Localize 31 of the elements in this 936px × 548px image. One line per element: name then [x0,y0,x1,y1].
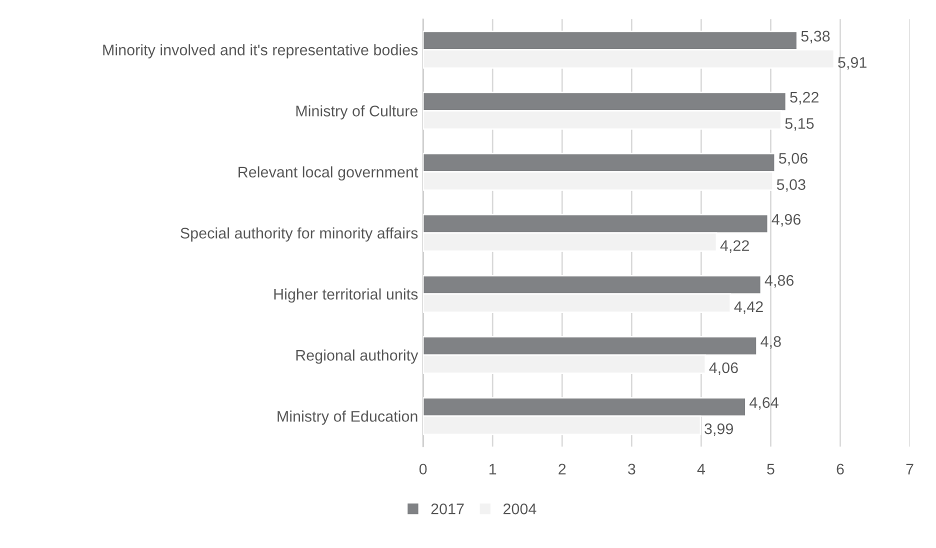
x-tick-label: 0 [419,464,427,475]
y-tick-label: Ministry of Education [278,410,418,425]
x-tick-label: 5 [767,464,774,475]
y-tick-label: Minority involved and it's representative bodies [103,44,418,58]
data-label: 4,8 [760,336,781,349]
data-label: 4,42 [734,301,763,314]
y-tick-label: Ministry of Culture [296,105,418,120]
legend-label: 2004 [503,504,536,514]
data-label: 5,91 [838,57,866,70]
x-tick-label: 4 [697,464,705,474]
y-tick-label: Higher territorial units [274,288,418,303]
data-label: 3,99 [704,423,733,436]
x-tick-label: 3 [628,464,636,475]
y-tick-label: Special authority for minority affairs [180,227,418,242]
x-tick-label: 6 [836,464,844,475]
data-label: 4,64 [750,397,778,410]
x-tick-label: 1 [490,464,496,474]
data-label: 5,15 [785,118,814,131]
data-label: 5,38 [801,30,830,44]
y-tick-label: Regional authority [296,349,418,364]
legend-label: 2017 [431,504,464,514]
y-tick-label: Relevant local government [238,166,418,181]
data-label: 4,06 [709,362,738,375]
data-label: 4,22 [720,240,749,253]
x-tick-label: 2 [558,464,566,474]
x-tick-label: 7 [906,464,914,474]
data-label: 5,06 [778,152,808,166]
data-label: 5,22 [790,92,818,104]
data-label: 4,96 [772,214,800,227]
data-label: 4,86 [764,275,794,288]
data-label: 5,03 [776,179,806,192]
